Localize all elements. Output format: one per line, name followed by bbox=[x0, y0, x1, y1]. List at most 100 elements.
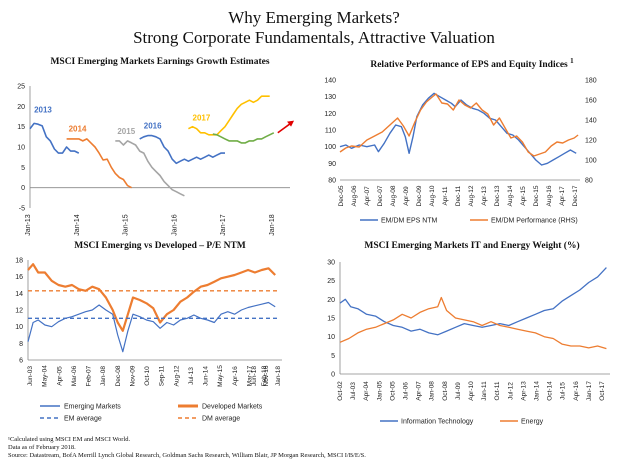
c2-xtick-Aug-12: Aug-12 bbox=[468, 185, 475, 206]
c4-xtick-Jan-14: Jan-14 bbox=[534, 381, 541, 401]
c2-xtick-Dec-15: Dec-15 bbox=[533, 185, 540, 206]
c2-ytick-right-80: 80 bbox=[585, 178, 593, 185]
c2-series-EM/DM Performance (RHS) bbox=[339, 93, 579, 157]
c3-legend-label-Developed Markets: Developed Markets bbox=[202, 404, 263, 411]
c3-xtick-May-04: May-04 bbox=[42, 365, 49, 387]
c4-xtick-Apr-16: Apr-16 bbox=[573, 381, 580, 401]
c2-ytick-right-120: 120 bbox=[585, 138, 597, 145]
c3-xtick-Apr-16: Apr-16 bbox=[232, 366, 239, 386]
c2-legend-label-EM/DM EPS NTM: EM/DM EPS NTM bbox=[381, 218, 438, 225]
c4-xtick-Jan-11: Jan-11 bbox=[481, 381, 488, 401]
c2-ytick-left-120: 120 bbox=[324, 111, 336, 118]
c2-xtick-Dec-07: Dec-07 bbox=[377, 185, 384, 206]
c2-xtick-Apr-15: Apr-15 bbox=[520, 186, 527, 206]
c1-series-2017 bbox=[188, 95, 270, 136]
c4-ytick-5: 5 bbox=[331, 353, 335, 360]
c1-series-2018 bbox=[212, 132, 275, 144]
c4-ytick-10: 10 bbox=[327, 334, 335, 341]
c2-xtick-Apr-09: Apr-09 bbox=[403, 186, 410, 206]
c4-xtick-Jul-06: Jul-06 bbox=[403, 382, 410, 400]
c2-ytick-right-160: 160 bbox=[585, 98, 597, 105]
c4-legend-label-Information Technology: Information Technology bbox=[401, 419, 474, 426]
c1-label-2014: 2014 bbox=[69, 125, 87, 134]
c1-series-2013 bbox=[29, 122, 80, 154]
c4-series-Energy bbox=[339, 296, 607, 350]
c3-ytick-18: 18 bbox=[15, 258, 23, 265]
chart2-title-text: Relative Performance of EPS and Equity I… bbox=[370, 60, 568, 71]
c3-xtick-May-15: May-15 bbox=[217, 365, 224, 387]
c3-xtick-end-Jan-18: Jan-18 bbox=[275, 366, 282, 386]
c2-ytick-left-80: 80 bbox=[328, 178, 336, 185]
c3-ytick-12: 12 bbox=[15, 308, 23, 315]
c4-ytick-15: 15 bbox=[327, 316, 335, 323]
c2-ytick-right-140: 140 bbox=[585, 118, 597, 125]
c2-xtick-Aug-16: Aug-16 bbox=[546, 185, 553, 206]
c1-ytick-25: 25 bbox=[17, 84, 25, 91]
c2-xtick-Apr-07: Apr-07 bbox=[364, 186, 371, 206]
c2-ytick-left-140: 140 bbox=[324, 78, 336, 85]
c1-xtick-Jan-16: Jan-16 bbox=[171, 214, 178, 236]
c4-xtick-Jul-12: Jul-12 bbox=[507, 382, 514, 400]
main-title-line-2: Strong Corporate Fundamentals, Attractiv… bbox=[133, 28, 495, 47]
c4-xtick-Jul-09: Jul-09 bbox=[455, 382, 462, 400]
c4-xtick-Jul-15: Jul-15 bbox=[560, 382, 567, 400]
c1-ytick-5: 5 bbox=[21, 165, 25, 172]
c4-xtick-Oct-14: Oct-14 bbox=[547, 381, 554, 401]
c3-xtick-Jun-14: Jun-14 bbox=[203, 366, 210, 386]
c3-ytick-16: 16 bbox=[15, 274, 23, 281]
c4-xtick-Oct-05: Oct-05 bbox=[389, 381, 396, 401]
c4-xtick-Oct-02: Oct-02 bbox=[337, 381, 344, 401]
c3-xtick-Jan-08: Jan-08 bbox=[100, 366, 107, 386]
c1-xtick-Jan-15: Jan-15 bbox=[123, 214, 130, 236]
c1-ytick-0: 0 bbox=[21, 185, 25, 192]
c1-ytick-10: 10 bbox=[17, 145, 25, 152]
c1-ytick--5: -5 bbox=[19, 206, 25, 213]
c1-forecast-arrowhead bbox=[287, 120, 295, 127]
main-title-line-1: Why Emerging Markets? bbox=[228, 8, 400, 27]
c3-ytick-8: 8 bbox=[19, 341, 23, 348]
c3-xtick-Dec-08: Dec-08 bbox=[115, 365, 122, 386]
c2-xtick-Apr-17: Apr-17 bbox=[559, 186, 566, 206]
c4-xtick-Apr-13: Apr-13 bbox=[520, 381, 527, 401]
c3-xtick-end-Nov-16: Nov-16 bbox=[263, 365, 270, 386]
c2-xtick-Aug-06: Aug-06 bbox=[351, 185, 358, 206]
c4-xtick-Apr-04: Apr-04 bbox=[363, 381, 370, 401]
c2-xtick-Apr-13: Apr-13 bbox=[481, 186, 488, 206]
c1-label-2017: 2017 bbox=[193, 114, 211, 123]
c1-forecast-arrow bbox=[277, 122, 292, 134]
c2-ytick-left-130: 130 bbox=[324, 94, 336, 101]
c4-ytick-30: 30 bbox=[327, 260, 335, 267]
c3-xtick-Mar-17: Mar-17 bbox=[246, 365, 253, 386]
c4-xtick-Oct-11: Oct-11 bbox=[494, 381, 501, 400]
c1-series-2015 bbox=[115, 140, 185, 197]
footnote-3: Source: Datastream, BofA Merrill Lynch G… bbox=[8, 452, 366, 459]
c2-xtick-Dec-09: Dec-09 bbox=[416, 185, 423, 206]
c1-series-2014 bbox=[66, 138, 132, 189]
c3-ytick-6: 6 bbox=[19, 358, 23, 365]
c4-xtick-Oct-17: Oct-17 bbox=[599, 381, 606, 401]
c2-xtick-Dec-13: Dec-13 bbox=[494, 185, 501, 206]
c3-xtick-end-Jun-18: Jun-18 bbox=[251, 366, 258, 386]
c2-ytick-right-100: 100 bbox=[585, 158, 597, 165]
c4-xtick-Jan-17: Jan-17 bbox=[586, 381, 593, 401]
c4-ytick-0: 0 bbox=[331, 372, 335, 379]
c3-xtick-Feb-18: Feb-18 bbox=[261, 365, 268, 386]
chart2-title: Relative Performance of EPS and Equity I… bbox=[322, 57, 622, 70]
c2-xtick-Aug-08: Aug-08 bbox=[390, 185, 397, 206]
c3-legend-label-EM average: EM average bbox=[64, 416, 102, 423]
c3-xtick-Jul-13: Jul-13 bbox=[188, 367, 195, 385]
chart1-title: MSCI Emerging Markets Earnings Growth Es… bbox=[50, 57, 270, 67]
c1-xtick-Jan-17: Jan-17 bbox=[220, 214, 227, 236]
c1-xtick-Jan-13: Jan-13 bbox=[25, 214, 32, 236]
c2-ytick-left-110: 110 bbox=[325, 128, 336, 135]
c3-xtick-Mar-06: Mar-06 bbox=[71, 365, 78, 386]
c2-ytick-right-180: 180 bbox=[585, 78, 597, 85]
c4-xtick-Apr-10: Apr-10 bbox=[468, 381, 475, 401]
c3-ytick-10: 10 bbox=[15, 324, 23, 331]
c2-ytick-left-90: 90 bbox=[328, 161, 336, 168]
c1-xtick-Jan-14: Jan-14 bbox=[74, 214, 81, 236]
c4-xtick-Jul-03: Jul-03 bbox=[350, 382, 357, 400]
c1-label-2013: 2013 bbox=[34, 105, 52, 114]
c3-xtick-Jun-03: Jun-03 bbox=[27, 366, 34, 386]
